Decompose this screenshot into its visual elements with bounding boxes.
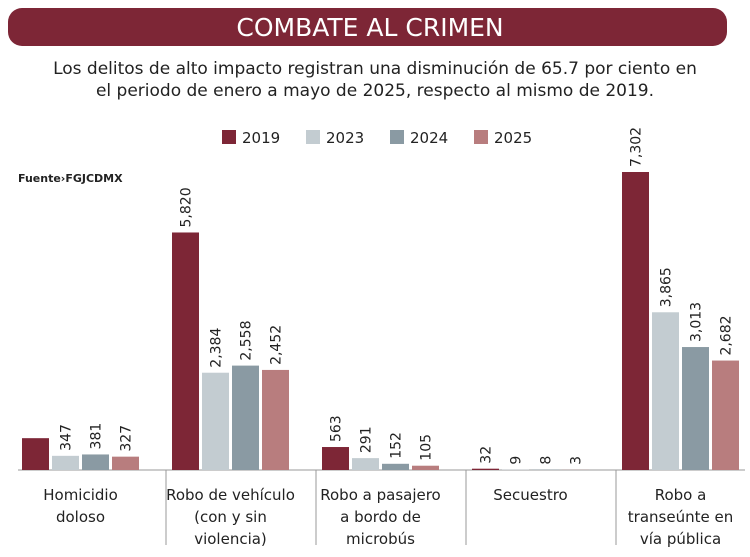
legend-swatch bbox=[222, 130, 236, 144]
value-label: 2,384 bbox=[209, 328, 225, 368]
legend-swatch bbox=[390, 130, 404, 144]
x-tick-label: doloso bbox=[56, 508, 105, 526]
bar bbox=[232, 365, 259, 470]
value-label: 3,865 bbox=[659, 267, 675, 307]
value-label: 3 bbox=[569, 456, 585, 465]
value-label: 9 bbox=[509, 456, 525, 465]
x-tick-label: Robo de vehículo bbox=[166, 486, 295, 504]
value-label: 2,452 bbox=[269, 325, 285, 365]
bar bbox=[22, 438, 49, 470]
bar bbox=[412, 465, 439, 470]
legend-label: 2019 bbox=[242, 129, 280, 147]
bar bbox=[682, 347, 709, 470]
value-label: 2,682 bbox=[719, 315, 735, 355]
value-label: 347 bbox=[59, 424, 75, 451]
value-label: 32 bbox=[479, 446, 495, 464]
value-label: 2,558 bbox=[239, 321, 255, 361]
value-label: 563 bbox=[329, 415, 345, 442]
legend-label: 2024 bbox=[410, 129, 448, 147]
legend-label: 2023 bbox=[326, 129, 364, 147]
bar bbox=[52, 455, 79, 470]
value-label: 8 bbox=[539, 456, 555, 465]
bar bbox=[712, 360, 739, 470]
bar bbox=[322, 447, 349, 470]
bar bbox=[352, 458, 379, 470]
subtitle-line: Los delitos de alto impacto registran un… bbox=[53, 59, 697, 79]
x-tick-label: microbús bbox=[346, 530, 415, 548]
x-tick-label: Robo a bbox=[655, 486, 707, 504]
value-label: 3,013 bbox=[689, 302, 705, 342]
chart-title: COMBATE AL CRIMEN bbox=[236, 13, 503, 42]
x-tick-label: vía pública bbox=[640, 530, 721, 548]
value-label: 327 bbox=[119, 425, 135, 452]
subtitle-line: el periodo de enero a mayo de 2025, resp… bbox=[96, 81, 654, 101]
x-tick-label: transeúnte en bbox=[628, 508, 733, 526]
x-tick-label: a bordo de bbox=[340, 508, 421, 526]
value-label: 105 bbox=[419, 434, 435, 461]
bar bbox=[382, 463, 409, 470]
value-label: 291 bbox=[359, 426, 375, 453]
value-label: 5,820 bbox=[179, 187, 195, 227]
source: Fuente›FGJCDMX bbox=[18, 172, 123, 185]
value-label: 7,302 bbox=[629, 127, 645, 167]
bar bbox=[262, 369, 289, 470]
legend-swatch bbox=[474, 130, 488, 144]
x-tick-label: Homicidio bbox=[43, 486, 118, 504]
bar bbox=[622, 172, 649, 470]
bar bbox=[112, 456, 139, 470]
bar bbox=[652, 312, 679, 470]
x-tick-label: violencia) bbox=[194, 530, 267, 548]
bar bbox=[82, 454, 109, 470]
title-banner bbox=[8, 8, 727, 46]
bar bbox=[172, 232, 199, 470]
legend-swatch bbox=[306, 130, 320, 144]
value-label: 381 bbox=[89, 423, 105, 450]
x-tick-label: (con y sin bbox=[194, 508, 267, 526]
legend-label: 2025 bbox=[494, 129, 532, 147]
x-tick-label: Secuestro bbox=[493, 486, 567, 504]
x-tick-label: Robo a pasajero bbox=[320, 486, 440, 504]
bar bbox=[472, 468, 499, 470]
bar bbox=[202, 372, 229, 470]
value-label: 152 bbox=[389, 432, 405, 459]
